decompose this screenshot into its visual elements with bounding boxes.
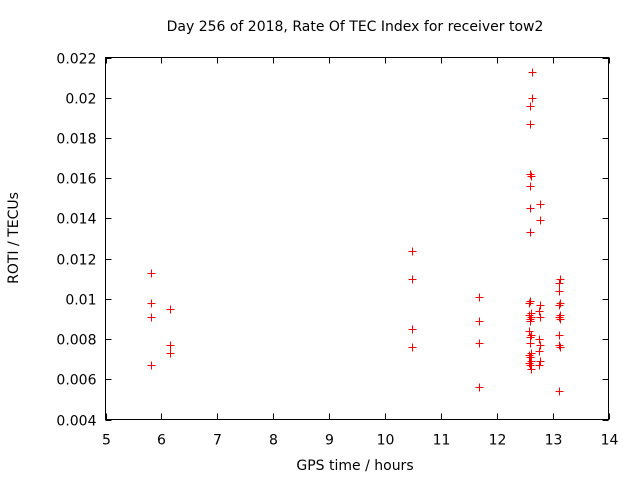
data-point	[166, 341, 175, 350]
data-point	[408, 325, 417, 334]
data-point	[535, 347, 544, 356]
data-point	[555, 387, 564, 396]
data-point	[555, 331, 564, 340]
data-point	[475, 293, 484, 302]
x-axis-label: GPS time / hours	[296, 458, 413, 474]
x-tick-label: 7	[213, 433, 222, 449]
data-point	[526, 170, 535, 179]
data-point	[528, 68, 537, 77]
data-point	[536, 313, 545, 322]
data-point	[408, 247, 417, 256]
x-tick-label: 12	[489, 433, 507, 449]
y-axis-label: ROTI / TECUs	[6, 192, 22, 284]
data-point	[527, 331, 536, 340]
data-point	[147, 361, 156, 370]
data-point	[147, 313, 156, 322]
data-point	[526, 317, 535, 326]
x-tick-label: 13	[545, 433, 563, 449]
data-point	[526, 228, 535, 237]
data-point	[527, 172, 536, 181]
y-tick-label: 0.022	[56, 52, 96, 68]
data-point	[526, 102, 535, 111]
x-tick-label: 8	[269, 433, 278, 449]
data-point	[166, 305, 175, 314]
data-point	[526, 361, 535, 370]
y-tick-label: 0.016	[56, 172, 96, 188]
data-point	[526, 353, 535, 362]
data-point	[556, 315, 565, 324]
data-point	[536, 216, 545, 225]
data-point	[556, 275, 565, 284]
x-tick-label: 11	[433, 433, 451, 449]
data-point	[166, 349, 175, 358]
data-point	[536, 301, 545, 310]
data-point	[147, 269, 156, 278]
y-tick-label: 0.018	[56, 132, 96, 148]
data-point	[147, 299, 156, 308]
data-point	[408, 275, 417, 284]
data-point	[526, 204, 535, 213]
y-tick-label: 0.01	[65, 293, 96, 309]
data-point	[526, 297, 535, 306]
data-point	[525, 351, 534, 360]
data-point	[527, 357, 536, 366]
data-point	[525, 327, 534, 336]
data-point	[525, 311, 534, 320]
y-tick-label: 0.02	[65, 92, 96, 108]
y-tick-label: 0.008	[56, 333, 96, 349]
y-tick-label: 0.012	[56, 253, 96, 269]
data-point	[555, 341, 564, 350]
data-point	[527, 313, 536, 322]
data-point	[555, 313, 564, 322]
x-tick-label: 14	[601, 433, 619, 449]
data-point	[525, 299, 534, 308]
data-point	[555, 287, 564, 296]
data-point	[526, 339, 535, 348]
data-point	[535, 361, 544, 370]
data-point	[556, 343, 565, 352]
y-tick-label: 0.006	[56, 373, 96, 389]
data-point	[556, 299, 565, 308]
data-point	[526, 120, 535, 129]
data-point	[528, 94, 537, 103]
data-points	[147, 68, 565, 396]
data-point	[525, 359, 534, 368]
axis-ticks: 5 6 7 8 9 10 11 12 13 14 0.004 0.006 0.008 0.01 0.012 0…	[56, 52, 618, 449]
data-point	[526, 182, 535, 191]
data-point	[475, 317, 484, 326]
x-tick-label: 5	[102, 433, 111, 449]
data-point	[535, 335, 544, 344]
y-tick-label: 0.004	[56, 414, 96, 430]
x-tick-label: 10	[377, 433, 395, 449]
plot-frame	[105, 57, 609, 420]
y-tick-label: 0.014	[56, 212, 96, 228]
x-tick-label: 9	[325, 433, 334, 449]
data-point	[475, 383, 484, 392]
data-point	[408, 343, 417, 352]
data-point	[555, 301, 564, 310]
data-point	[536, 357, 545, 366]
data-point	[527, 365, 536, 374]
data-point	[535, 307, 544, 316]
data-point	[527, 349, 536, 358]
data-point	[536, 200, 545, 209]
chart-title: Day 256 of 2018, Rate Of TEC Index for r…	[167, 19, 544, 35]
data-point	[475, 339, 484, 348]
data-point	[555, 279, 564, 288]
data-point	[536, 341, 545, 350]
x-tick-label: 6	[157, 433, 166, 449]
